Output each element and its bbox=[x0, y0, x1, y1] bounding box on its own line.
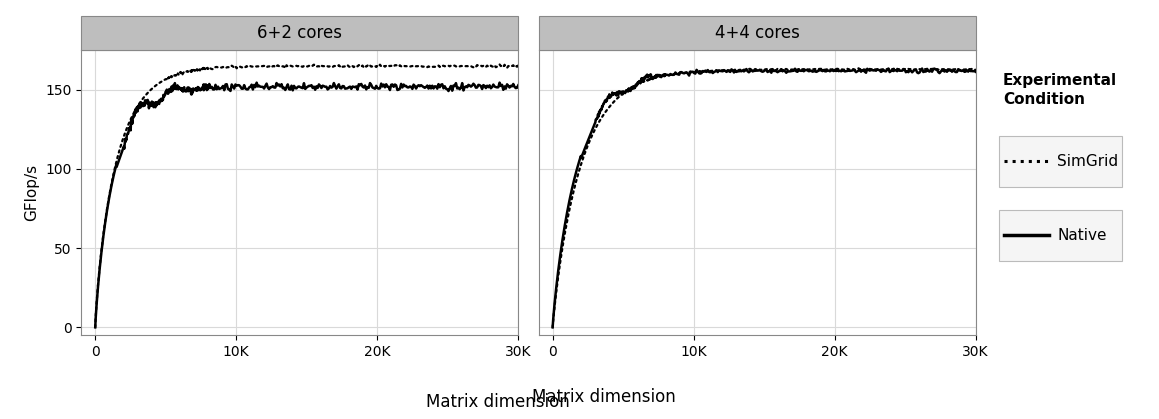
Text: SimGrid: SimGrid bbox=[1057, 154, 1118, 169]
Bar bbox=[999, 210, 1122, 261]
Bar bbox=[999, 136, 1122, 187]
Text: Matrix dimension: Matrix dimension bbox=[532, 388, 676, 406]
Bar bbox=[539, 16, 976, 50]
Text: 4+4 cores: 4+4 cores bbox=[715, 24, 800, 42]
Text: Experimental
Condition: Experimental Condition bbox=[1003, 73, 1117, 107]
Bar bbox=[81, 16, 518, 50]
Text: Native: Native bbox=[1057, 228, 1107, 243]
Text: 6+2 cores: 6+2 cores bbox=[257, 24, 342, 42]
Text: Matrix dimension: Matrix dimension bbox=[427, 393, 570, 411]
Y-axis label: GFlop/s: GFlop/s bbox=[24, 164, 39, 221]
